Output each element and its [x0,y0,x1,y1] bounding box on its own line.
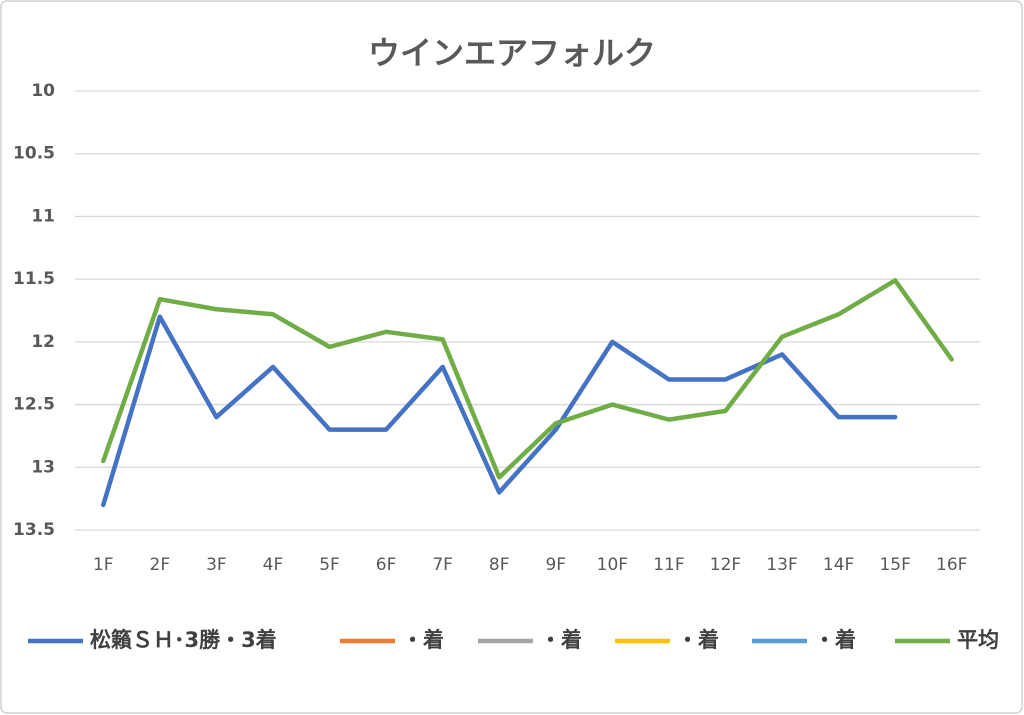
x-tick-label: 16F [936,555,967,575]
y-tick-label: 13 [31,457,55,477]
legend-label: ・着 [677,628,719,652]
y-tick-label: 11 [31,206,55,226]
series-line [101,278,954,480]
y-tick-label: 12.5 [13,395,55,415]
legend-label: ・着 [402,628,444,652]
chart-title: ウインエアフォルク [368,34,656,72]
x-tick-label: 14F [823,555,854,575]
x-tick-label: 8F [489,555,510,575]
x-tick-label: 12F [710,555,741,575]
x-tick-label: 7F [432,555,453,575]
x-tick-label: 13F [766,555,797,575]
y-tick-label: 13.5 [13,520,55,540]
legend-label: 松籟ＳＨ･3勝・3着 [90,628,277,652]
y-tick-label: 10.5 [13,144,55,164]
y-tick-label: 11.5 [13,269,55,289]
x-tick-label: 5F [319,555,340,575]
x-tick-label: 1F [93,555,114,575]
legend-label: ・着 [814,628,856,652]
x-tick-label: 4F [263,555,284,575]
x-tick-label: 15F [879,555,910,575]
x-tick-label: 6F [376,555,397,575]
x-tick-label: 2F [150,555,171,575]
x-tick-label: 11F [653,555,684,575]
y-tick-label: 10 [31,81,55,101]
y-tick-label: 12 [31,332,55,352]
x-tick-label: 3F [206,555,227,575]
x-tick-label: 10F [597,555,628,575]
legend-label: 平均 [957,628,999,652]
legend-label: ・着 [540,628,582,652]
x-tick-label: 9F [545,555,566,575]
